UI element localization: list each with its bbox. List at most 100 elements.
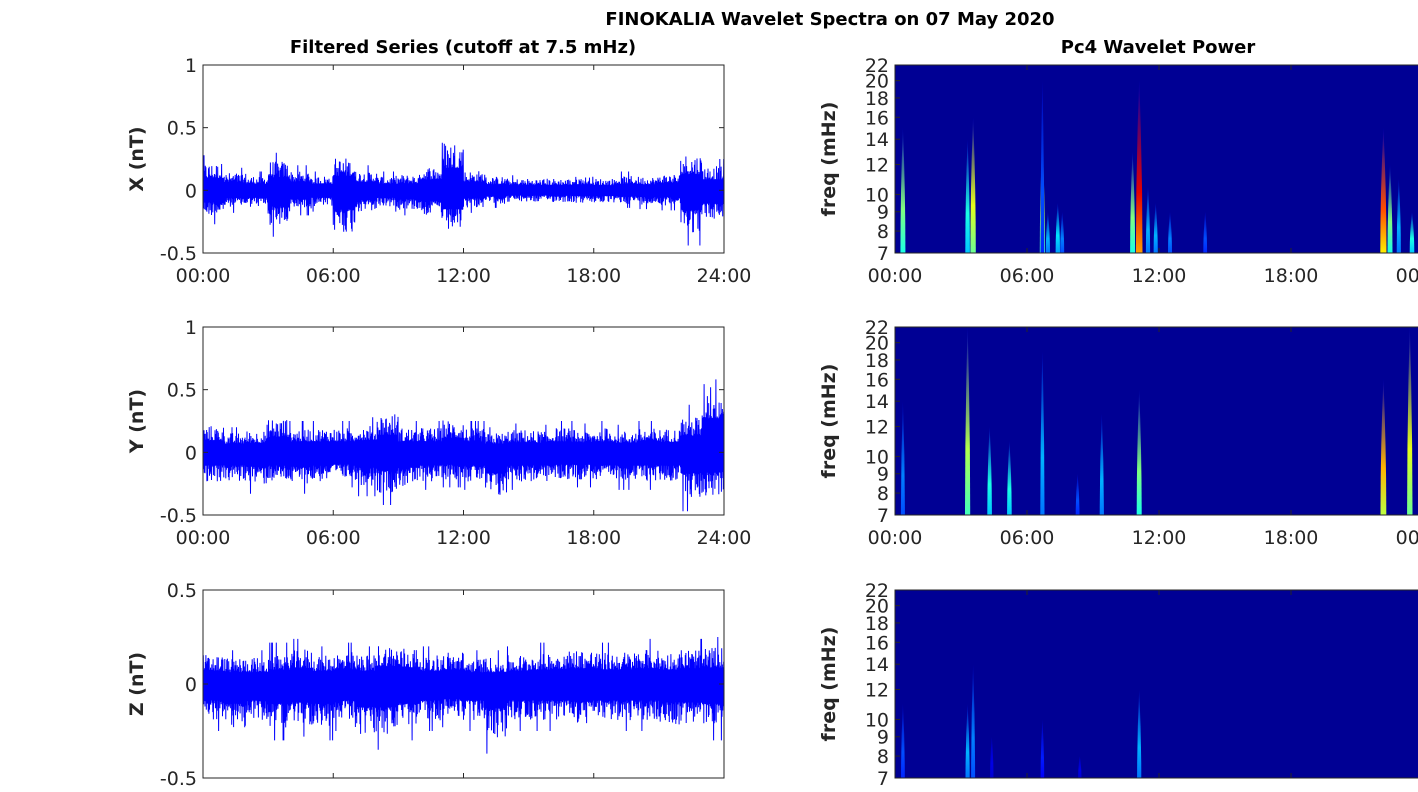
y-tick-label: 12 bbox=[865, 417, 889, 439]
y-tick-label: 22 bbox=[865, 317, 889, 339]
y-tick-label: 0 bbox=[185, 180, 197, 202]
y-axis-label: freq (mHz) bbox=[818, 102, 840, 217]
y-tick-label: 9 bbox=[877, 202, 889, 224]
wavelet-power-burst bbox=[1099, 413, 1104, 515]
wavelet-power-burst bbox=[900, 127, 906, 253]
x-tick-label: 06:00 bbox=[1000, 527, 1055, 549]
y-axis-label: X (nT) bbox=[126, 126, 148, 191]
y-tick-label: 18 bbox=[865, 613, 889, 635]
wavelet-power-burst bbox=[1396, 178, 1401, 253]
y-tick-label: 1 bbox=[185, 317, 197, 339]
y-tick-label: 16 bbox=[865, 107, 889, 129]
wavelet-power-burst bbox=[965, 703, 970, 778]
x-tick-label: 00:00 bbox=[1396, 527, 1418, 549]
y-tick-label: 22 bbox=[865, 55, 889, 77]
wavelet-power-burst bbox=[1130, 151, 1136, 253]
x-tick-label: 12:00 bbox=[1132, 527, 1187, 549]
series-plot-y: -0.5 0 0.5 1 00:00 06:00 12:00 18:00 24:00 Y (nT) bbox=[126, 317, 751, 549]
x-tick-label: 24:00 bbox=[697, 527, 752, 549]
y-tick-label: 10 bbox=[865, 446, 889, 468]
x-tick-label: 24:00 bbox=[697, 265, 752, 287]
wavelet-power-burst bbox=[1409, 211, 1415, 253]
y-tick-label: 22 bbox=[865, 580, 889, 602]
y-tick-label: 7 bbox=[877, 768, 889, 788]
x-tick-label: 06:00 bbox=[306, 265, 361, 287]
wavelet-power-burst bbox=[1078, 756, 1082, 778]
wavelet-power-burst bbox=[1168, 211, 1172, 253]
wavelet-background bbox=[895, 327, 1418, 515]
wavelet-power-burst bbox=[987, 426, 992, 515]
y-tick-label: 16 bbox=[865, 369, 889, 391]
wavelet-power-burst bbox=[1040, 351, 1045, 515]
y-tick-label: 0.5 bbox=[167, 118, 197, 140]
x-tick-label: 18:00 bbox=[1264, 527, 1319, 549]
wavelet-power-burst bbox=[1040, 719, 1045, 778]
y-tick-label: 14 bbox=[865, 654, 889, 676]
wavelet-power-burst bbox=[1045, 211, 1050, 253]
x-tick-label: 06:00 bbox=[306, 527, 361, 549]
series-line-x bbox=[203, 142, 724, 246]
x-tick-label: 00:00 bbox=[868, 527, 923, 549]
y-tick-label: 8 bbox=[877, 221, 889, 243]
wavelet-power-burst bbox=[971, 664, 976, 778]
y-tick-label: 0.5 bbox=[167, 580, 197, 602]
x-tick-label: 00:00 bbox=[176, 527, 231, 549]
wavelet-power-burst bbox=[1203, 211, 1208, 253]
y-axis-label: Z (nT) bbox=[126, 652, 148, 716]
x-tick-label: 00:00 bbox=[1396, 265, 1418, 287]
y-tick-label: 1 bbox=[185, 55, 197, 77]
left-column-title: Filtered Series (cutoff at 7.5 mHz) bbox=[290, 37, 636, 58]
wavelet-power-burst bbox=[1135, 80, 1143, 253]
x-tick-label: 00:00 bbox=[868, 265, 923, 287]
wavelet-power-burst bbox=[1040, 80, 1045, 253]
y-tick-label: 8 bbox=[877, 483, 889, 505]
x-tick-label: 18:00 bbox=[1264, 265, 1319, 287]
y-tick-label: 20 bbox=[865, 333, 889, 355]
y-tick-label: 9 bbox=[877, 464, 889, 486]
wavelet-power-burst bbox=[1153, 202, 1158, 253]
figure-title: FINOKALIA Wavelet Spectra on 07 May 2020 bbox=[605, 9, 1054, 30]
wavelet-power-burst bbox=[1387, 164, 1393, 253]
y-tick-label: 7 bbox=[877, 243, 889, 265]
y-tick-label: 14 bbox=[865, 391, 889, 413]
wavelet-power-burst bbox=[1137, 689, 1142, 778]
wavelet-power-burst bbox=[1055, 202, 1060, 253]
y-tick-label: 12 bbox=[865, 680, 889, 702]
y-axis-label: freq (mHz) bbox=[818, 627, 840, 742]
y-tick-label: 7 bbox=[877, 505, 889, 527]
x-tick-label: 12:00 bbox=[436, 527, 491, 549]
wavelet-power-burst bbox=[1007, 440, 1012, 515]
wavelet-power-burst bbox=[1075, 473, 1080, 515]
series-plot-x: -0.5 0 0.5 1 00:00 06:00 12:00 18:00 24:00 X (nT) bbox=[126, 55, 751, 287]
series-line-z bbox=[203, 636, 724, 754]
wavelet-power-burst bbox=[1380, 127, 1387, 253]
y-tick-label: 12 bbox=[865, 155, 889, 177]
wavelet-power-burst bbox=[1145, 186, 1151, 253]
y-tick-label: 20 bbox=[865, 71, 889, 93]
y-axis-label: Y (nT) bbox=[126, 389, 148, 454]
wavelet-power-burst bbox=[1136, 389, 1142, 515]
y-tick-label: 0 bbox=[185, 674, 197, 696]
series-plot-z: -0.5 0 0.5 Z (nT) bbox=[126, 580, 725, 790]
wavelet-power-burst bbox=[1407, 327, 1413, 515]
y-tick-label: 16 bbox=[865, 632, 889, 654]
series-line-y bbox=[203, 379, 724, 512]
y-tick-label: 20 bbox=[865, 596, 889, 618]
y-tick-label: -0.5 bbox=[160, 768, 197, 788]
wavelet-background bbox=[895, 590, 1418, 778]
x-tick-label: 18:00 bbox=[566, 265, 621, 287]
wavelet-power-burst bbox=[970, 117, 976, 253]
wavelet-power-burst bbox=[901, 703, 905, 778]
y-tick-label: 0.5 bbox=[167, 380, 197, 402]
wavelet-power-burst bbox=[990, 736, 994, 778]
x-tick-label: 12:00 bbox=[436, 265, 491, 287]
axes-box bbox=[202, 326, 725, 516]
y-tick-label: 18 bbox=[865, 350, 889, 372]
y-tick-label: 9 bbox=[877, 727, 889, 749]
y-tick-label: 18 bbox=[865, 88, 889, 110]
x-tick-label: 00:00 bbox=[176, 265, 231, 287]
wavelet-power-burst bbox=[1060, 211, 1065, 253]
